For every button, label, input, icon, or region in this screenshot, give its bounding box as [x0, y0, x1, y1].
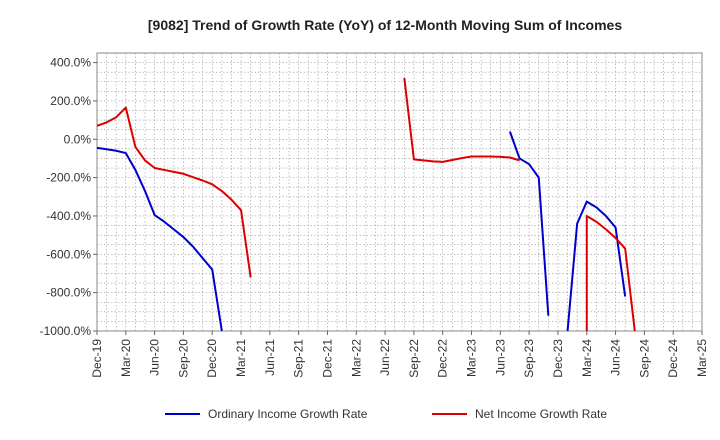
- y-axis: 400.0% 200.0% 0.0% -200.0% -400.0% -600.0% -80…: [40, 56, 97, 338]
- x-tick-label: Dec-22: [436, 339, 450, 378]
- y-tick-label: 400.0%: [50, 56, 91, 70]
- x-tick-label: Mar-24: [580, 339, 594, 377]
- x-axis: Dec-19 Mar-20 Jun-20 Sep-20 Dec-20 Mar-21 Jun-…: [90, 331, 709, 378]
- x-tick-label: Mar-23: [465, 339, 479, 377]
- x-tick-label: Jun-21: [263, 339, 277, 376]
- x-tick-label: Dec-24: [666, 339, 680, 378]
- x-tick-label: Dec-21: [320, 339, 334, 378]
- x-tick-label: Mar-25: [695, 339, 709, 377]
- chart-title: [9082] Trend of Growth Rate (YoY) of 12-…: [148, 17, 622, 33]
- x-tick-label: Jun-24: [609, 339, 623, 376]
- legend-label-1: Ordinary Income Growth Rate: [208, 407, 368, 421]
- x-tick-label: Sep-24: [637, 339, 651, 378]
- x-tick-label: Dec-19: [90, 339, 104, 378]
- x-tick-label: Sep-20: [176, 339, 190, 378]
- series-line-2-segment-3: [585, 214, 636, 331]
- x-tick-label: Mar-20: [119, 339, 133, 377]
- y-tick-label: -1000.0%: [40, 324, 92, 338]
- x-tick-label: Sep-22: [407, 339, 421, 378]
- y-tick-label: 0.0%: [64, 132, 92, 146]
- series-line-1-segment-1: [97, 146, 223, 331]
- y-tick-label: -200.0%: [46, 171, 91, 185]
- x-tick-label: Jun-22: [378, 339, 392, 376]
- plot-frame: [96, 52, 703, 332]
- x-tick-label: Sep-21: [292, 339, 306, 378]
- y-tick-label: -600.0%: [46, 247, 91, 261]
- series-line-1-segment-3: [566, 200, 627, 331]
- series-layer: [97, 77, 636, 331]
- legend-label-2: Net Income Growth Rate: [475, 407, 607, 421]
- y-tick-label: 200.0%: [50, 94, 91, 108]
- x-tick-label: Jun-20: [148, 339, 162, 376]
- y-tick-label: -400.0%: [46, 209, 91, 223]
- x-tick-label: Dec-20: [205, 339, 219, 378]
- y-tick-label: -800.0%: [46, 286, 91, 300]
- series-line-2-segment-2: [403, 77, 520, 163]
- series-line-1-segment-2: [508, 131, 550, 316]
- x-tick-label: Dec-23: [551, 339, 565, 378]
- grid-lines: [96, 52, 703, 332]
- legend: Ordinary Income Growth Rate Net Income Gr…: [165, 407, 607, 421]
- x-tick-label: Jun-23: [493, 339, 507, 376]
- x-tick-label: Mar-21: [234, 339, 248, 377]
- series-line-2-segment-1: [97, 106, 252, 278]
- x-tick-label: Mar-22: [349, 339, 363, 377]
- x-tick-label: Sep-23: [522, 339, 536, 378]
